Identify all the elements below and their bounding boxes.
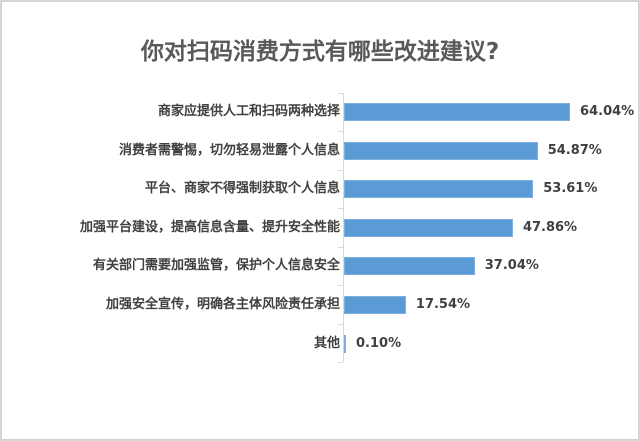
axis-tick [338,247,343,248]
bar [344,142,538,160]
axis-tick [338,285,343,286]
category-label: 平台、商家不得强制获取个人信息 [144,181,340,196]
bar [344,180,534,198]
bar-row: 其他 0.10% [0,333,640,355]
bar-row: 加强平台建设，提高信息含量、提升安全性能 47.86% [0,217,640,239]
bar-row: 商家应提供人工和扫码两种选择 64.04% [0,101,640,123]
chart-title: 你对扫码消费方式有哪些改进建议? [140,39,500,65]
category-axis [343,93,344,362]
axis-tick [338,93,343,94]
bar [344,335,346,353]
value-label: 53.61% [543,181,598,196]
value-label: 0.10% [356,336,402,351]
axis-tick [338,170,343,171]
bar [344,103,571,121]
category-label: 有关部门需要加强监管，保护个人信息安全 [92,258,340,273]
axis-tick [338,208,343,209]
value-label: 54.87% [547,143,602,158]
bar [344,219,513,237]
bar-row: 消费者需警惕，切勿轻易泄露个人信息 54.87% [0,140,640,162]
category-label: 加强安全宣传，明确各主体风险责任承担 [105,297,340,312]
category-label: 商家应提供人工和扫码两种选择 [157,104,340,119]
value-label: 37.04% [484,258,539,273]
bar-row: 平台、商家不得强制获取个人信息 53.61% [0,178,640,200]
category-label: 其他 [313,336,340,351]
value-label: 64.04% [580,104,635,119]
category-label: 加强平台建设，提高信息含量、提升安全性能 [79,220,340,235]
value-label: 47.86% [522,220,578,235]
value-label: 17.54% [415,297,471,312]
bar [344,296,406,314]
axis-tick [338,324,343,325]
bar [344,257,475,275]
axis-tick [338,362,343,363]
bar-row: 加强安全宣传，明确各主体风险责任承担 17.54% [0,294,640,316]
axis-tick [338,131,343,132]
category-label: 消费者需警惕，切勿轻易泄露个人信息 [118,143,340,158]
bar-row: 有关部门需要加强监管，保护个人信息安全 37.04% [0,255,640,277]
